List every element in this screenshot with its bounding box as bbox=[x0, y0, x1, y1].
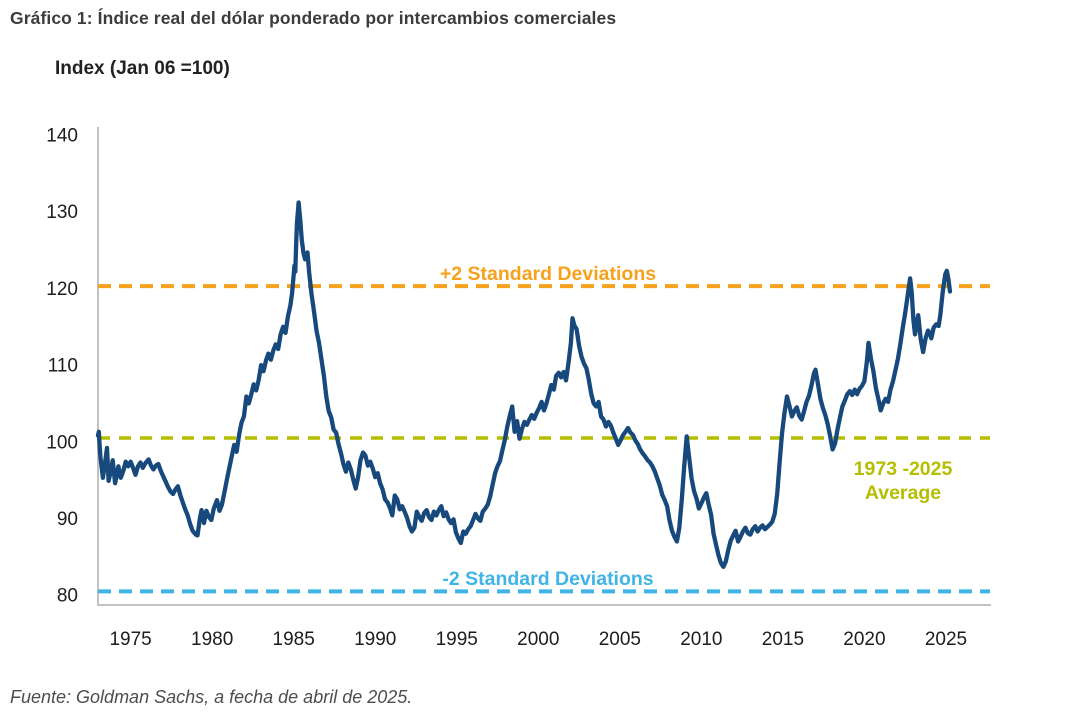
y-tick-label: 120 bbox=[46, 279, 78, 300]
x-tick-label: 1990 bbox=[354, 629, 396, 650]
x-tick-label: 1975 bbox=[109, 629, 151, 650]
y-tick-label: 80 bbox=[57, 586, 78, 607]
y-tick-label: 130 bbox=[46, 202, 78, 223]
plus2sd-label: +2 Standard Deviations bbox=[440, 263, 656, 285]
x-tick-label: 2020 bbox=[843, 629, 885, 650]
source-note: Fuente: Goldman Sachs, a fecha de abril … bbox=[10, 687, 413, 707]
y-tick-label: 110 bbox=[48, 356, 78, 377]
x-tick-label: 1980 bbox=[191, 629, 233, 650]
x-tick-label: 2025 bbox=[925, 629, 967, 650]
y-tick-label: 90 bbox=[57, 509, 78, 530]
x-tick-label: 2000 bbox=[517, 629, 559, 650]
chart-title: Gráfico 1: Índice real del dólar pondera… bbox=[10, 8, 617, 28]
average-label-line2: Average bbox=[865, 482, 941, 504]
x-tick-label: 1995 bbox=[436, 629, 478, 650]
y-tick-label: 140 bbox=[46, 126, 78, 147]
x-tick-label: 2010 bbox=[680, 629, 722, 650]
y-tick-label: 100 bbox=[46, 432, 78, 453]
x-tick-label: 2005 bbox=[599, 629, 641, 650]
y-axis-title: Index (Jan 06 =100) bbox=[55, 58, 230, 79]
minus2sd-label: -2 Standard Deviations bbox=[442, 568, 653, 590]
x-tick-label: 1985 bbox=[273, 629, 315, 650]
dollar-index-line bbox=[95, 200, 953, 569]
average-label-line1: 1973 -2025 bbox=[854, 458, 953, 480]
x-tick-label: 2015 bbox=[762, 629, 804, 650]
